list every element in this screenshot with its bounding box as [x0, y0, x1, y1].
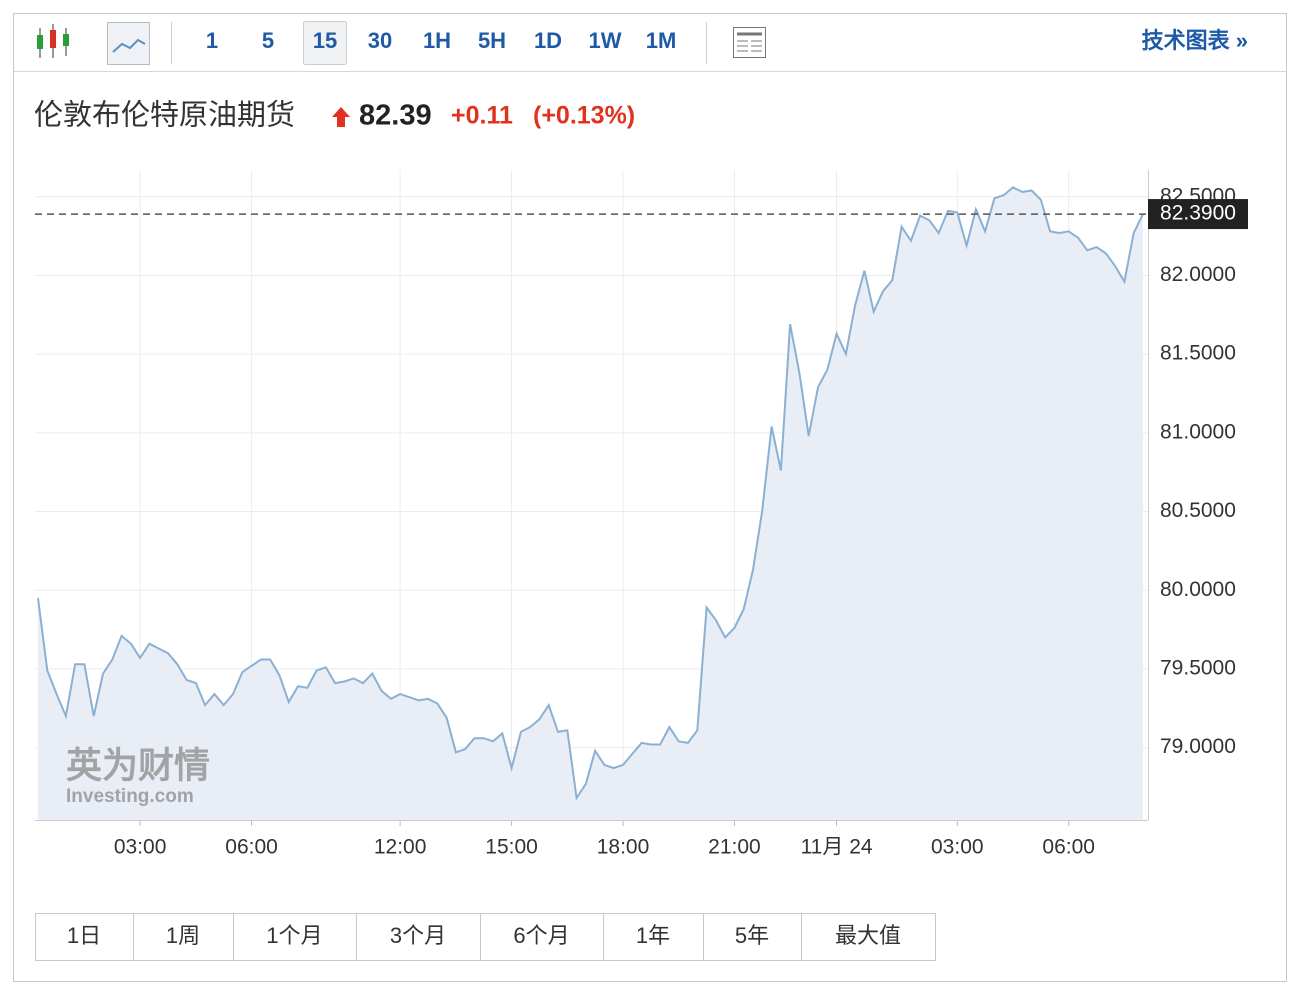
y-tick-label: 81.0000 — [1160, 420, 1236, 443]
change: +0.11 — [451, 102, 513, 130]
y-tick-label: 79.5000 — [1160, 656, 1236, 679]
range-label[interactable]: 5年 — [735, 923, 769, 948]
candle-icon[interactable] — [37, 24, 69, 58]
table-icon[interactable] — [733, 27, 766, 58]
range-label[interactable]: 3个月 — [390, 923, 446, 948]
range-button[interactable] — [801, 913, 936, 961]
x-tick-label: 12:00 — [374, 836, 427, 859]
y-tick-label: 79.0000 — [1160, 735, 1236, 758]
range-label[interactable]: 1年 — [636, 923, 670, 948]
range-label[interactable]: 6个月 — [513, 923, 569, 948]
y-tick-label: 80.0000 — [1160, 578, 1236, 601]
line-icon[interactable] — [107, 22, 150, 65]
y-tick-label: 81.5000 — [1160, 342, 1236, 365]
active-interval-bg — [303, 21, 347, 65]
x-tick-label: 18:00 — [597, 836, 650, 859]
y-tick-label: 82.0000 — [1160, 263, 1236, 286]
watermark-brand: 英为财情 — [66, 745, 210, 786]
x-tick-label: 03:00 — [931, 836, 984, 859]
x-tick-label: 06:00 — [225, 836, 278, 859]
interval-button[interactable]: 30 — [368, 28, 392, 53]
last-price-box — [1148, 199, 1248, 230]
range-button[interactable] — [603, 913, 704, 961]
interval-button[interactable]: 1 — [206, 28, 218, 53]
plot — [35, 170, 1149, 826]
up-arrow — [332, 107, 350, 127]
area-fill — [38, 187, 1143, 821]
interval-button[interactable]: 5H — [478, 28, 506, 53]
instrument-title: 伦敦布伦特原油期货 — [34, 99, 295, 132]
range-label[interactable]: 1个月 — [266, 923, 322, 948]
range-button[interactable] — [703, 913, 802, 961]
watermark-site: Investing.com — [66, 786, 194, 807]
interval-button[interactable]: 1D — [534, 28, 562, 53]
price: 82.39 — [359, 100, 432, 132]
x-tick-label: 15:00 — [485, 836, 538, 859]
interval-button[interactable]: 15 — [313, 28, 337, 53]
range-label[interactable]: 1周 — [166, 923, 200, 948]
technical-link[interactable]: 技术图表 » — [1142, 28, 1248, 53]
range-button[interactable] — [233, 913, 357, 961]
x-tick-label: 03:00 — [114, 836, 167, 859]
price-line — [37, 186, 1144, 801]
interval-button[interactable]: 5 — [262, 28, 274, 53]
interval-button[interactable]: 1M — [646, 28, 677, 53]
last-price-label: 82.3900 — [1160, 202, 1236, 225]
range-label[interactable]: 1日 — [67, 923, 101, 948]
range-button[interactable] — [133, 913, 234, 961]
y-tick-label: 80.5000 — [1160, 499, 1236, 522]
x-tick-label: 06:00 — [1042, 836, 1095, 859]
x-tick-label: 11月 24 — [801, 836, 873, 859]
range-button[interactable] — [356, 913, 481, 961]
change-percent: (+0.13%) — [533, 102, 635, 130]
interval-button[interactable]: 1H — [423, 28, 451, 53]
range-button[interactable] — [35, 913, 134, 961]
x-tick-label: 21:00 — [708, 836, 761, 859]
range-label[interactable]: 最大值 — [835, 923, 901, 948]
interval-button[interactable]: 1W — [589, 28, 622, 53]
